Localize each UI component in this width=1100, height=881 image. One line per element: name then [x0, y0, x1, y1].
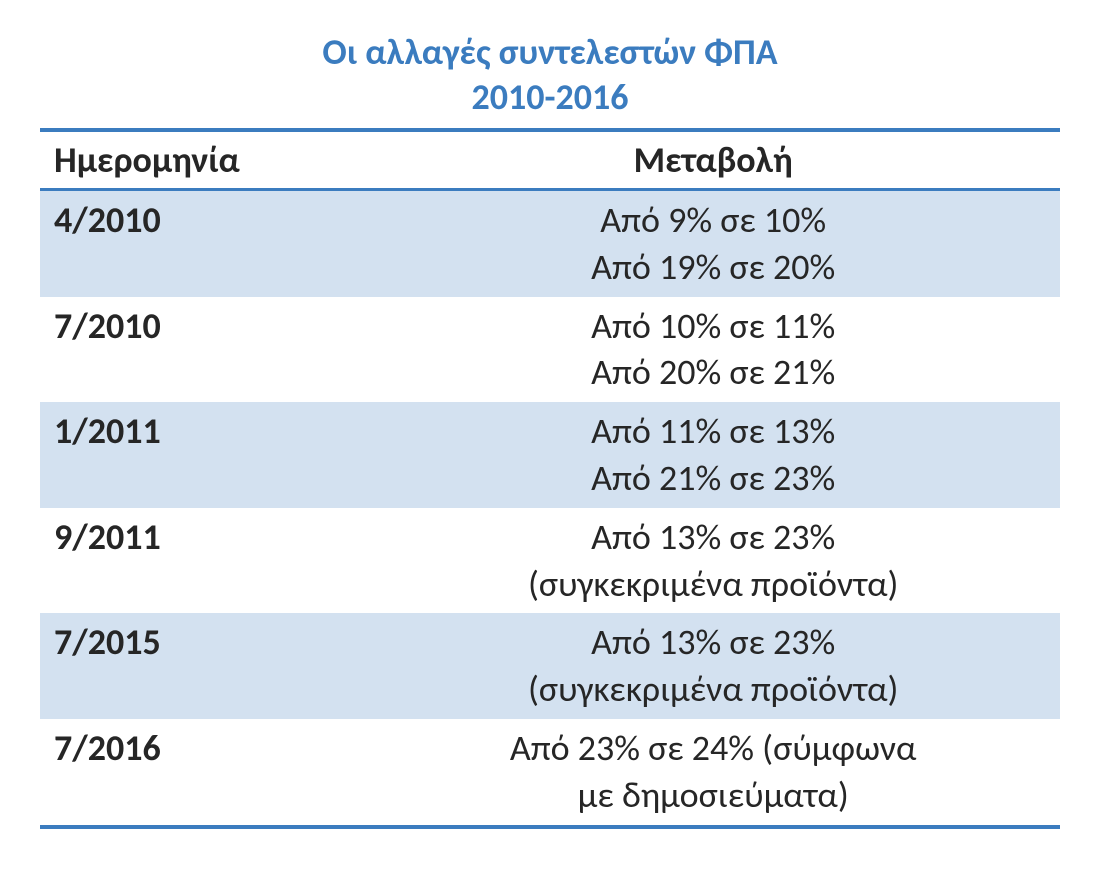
cell-date: 7/2010 [40, 297, 366, 403]
vat-changes-table-container: Οι αλλαγές συντελεστών ΦΠΑ 2010-2016 Ημε… [40, 30, 1060, 829]
change-line: Από 21% σε 23% [380, 455, 1046, 502]
table-row: 7/2016 Από 23% σε 24% (σύμφωνα με δημοσι… [40, 719, 1060, 827]
title-line-1: Οι αλλαγές συντελεστών ΦΠΑ [40, 30, 1060, 75]
change-line: Από 13% σε 23% [380, 514, 1046, 561]
table-header-row: Ημερομηνία Μεταβολή [40, 130, 1060, 190]
change-line: με δημοσιεύματα) [380, 772, 1046, 819]
change-line: Από 23% σε 24% (σύμφωνα [380, 725, 1046, 772]
cell-date: 9/2011 [40, 508, 366, 614]
table-row: 1/2011 Από 11% σε 13% Από 21% σε 23% [40, 402, 1060, 508]
title-line-2: 2010-2016 [40, 75, 1060, 120]
table-row: 7/2015 Από 13% σε 23% (συγκεκριμένα προϊ… [40, 613, 1060, 719]
change-line: Από 10% σε 11% [380, 303, 1046, 350]
cell-date: 1/2011 [40, 402, 366, 508]
change-line: Από 13% σε 23% [380, 619, 1046, 666]
vat-changes-table: Ημερομηνία Μεταβολή 4/2010 Από 9% σε 10%… [40, 128, 1060, 829]
change-line: Από 19% σε 20% [380, 244, 1046, 291]
table-title: Οι αλλαγές συντελεστών ΦΠΑ 2010-2016 [40, 30, 1060, 128]
cell-change: Από 11% σε 13% Από 21% σε 23% [366, 402, 1060, 508]
table-row: 9/2011 Από 13% σε 23% (συγκεκριμένα προϊ… [40, 508, 1060, 614]
change-line: (συγκεκριμένα προϊόντα) [380, 561, 1046, 608]
cell-change: Από 23% σε 24% (σύμφωνα με δημοσιεύματα) [366, 719, 1060, 827]
col-header-date: Ημερομηνία [40, 130, 366, 190]
change-line: Από 11% σε 13% [380, 408, 1046, 455]
table-row: 4/2010 Από 9% σε 10% Από 19% σε 20% [40, 190, 1060, 297]
change-line: Από 20% σε 21% [380, 349, 1046, 396]
cell-change: Από 10% σε 11% Από 20% σε 21% [366, 297, 1060, 403]
cell-date: 7/2016 [40, 719, 366, 827]
cell-date: 4/2010 [40, 190, 366, 297]
change-line: (συγκεκριμένα προϊόντα) [380, 666, 1046, 713]
col-header-change: Μεταβολή [366, 130, 1060, 190]
table-row: 7/2010 Από 10% σε 11% Από 20% σε 21% [40, 297, 1060, 403]
cell-change: Από 13% σε 23% (συγκεκριμένα προϊόντα) [366, 508, 1060, 614]
cell-change: Από 13% σε 23% (συγκεκριμένα προϊόντα) [366, 613, 1060, 719]
change-line: Από 9% σε 10% [380, 197, 1046, 244]
cell-date: 7/2015 [40, 613, 366, 719]
cell-change: Από 9% σε 10% Από 19% σε 20% [366, 190, 1060, 297]
